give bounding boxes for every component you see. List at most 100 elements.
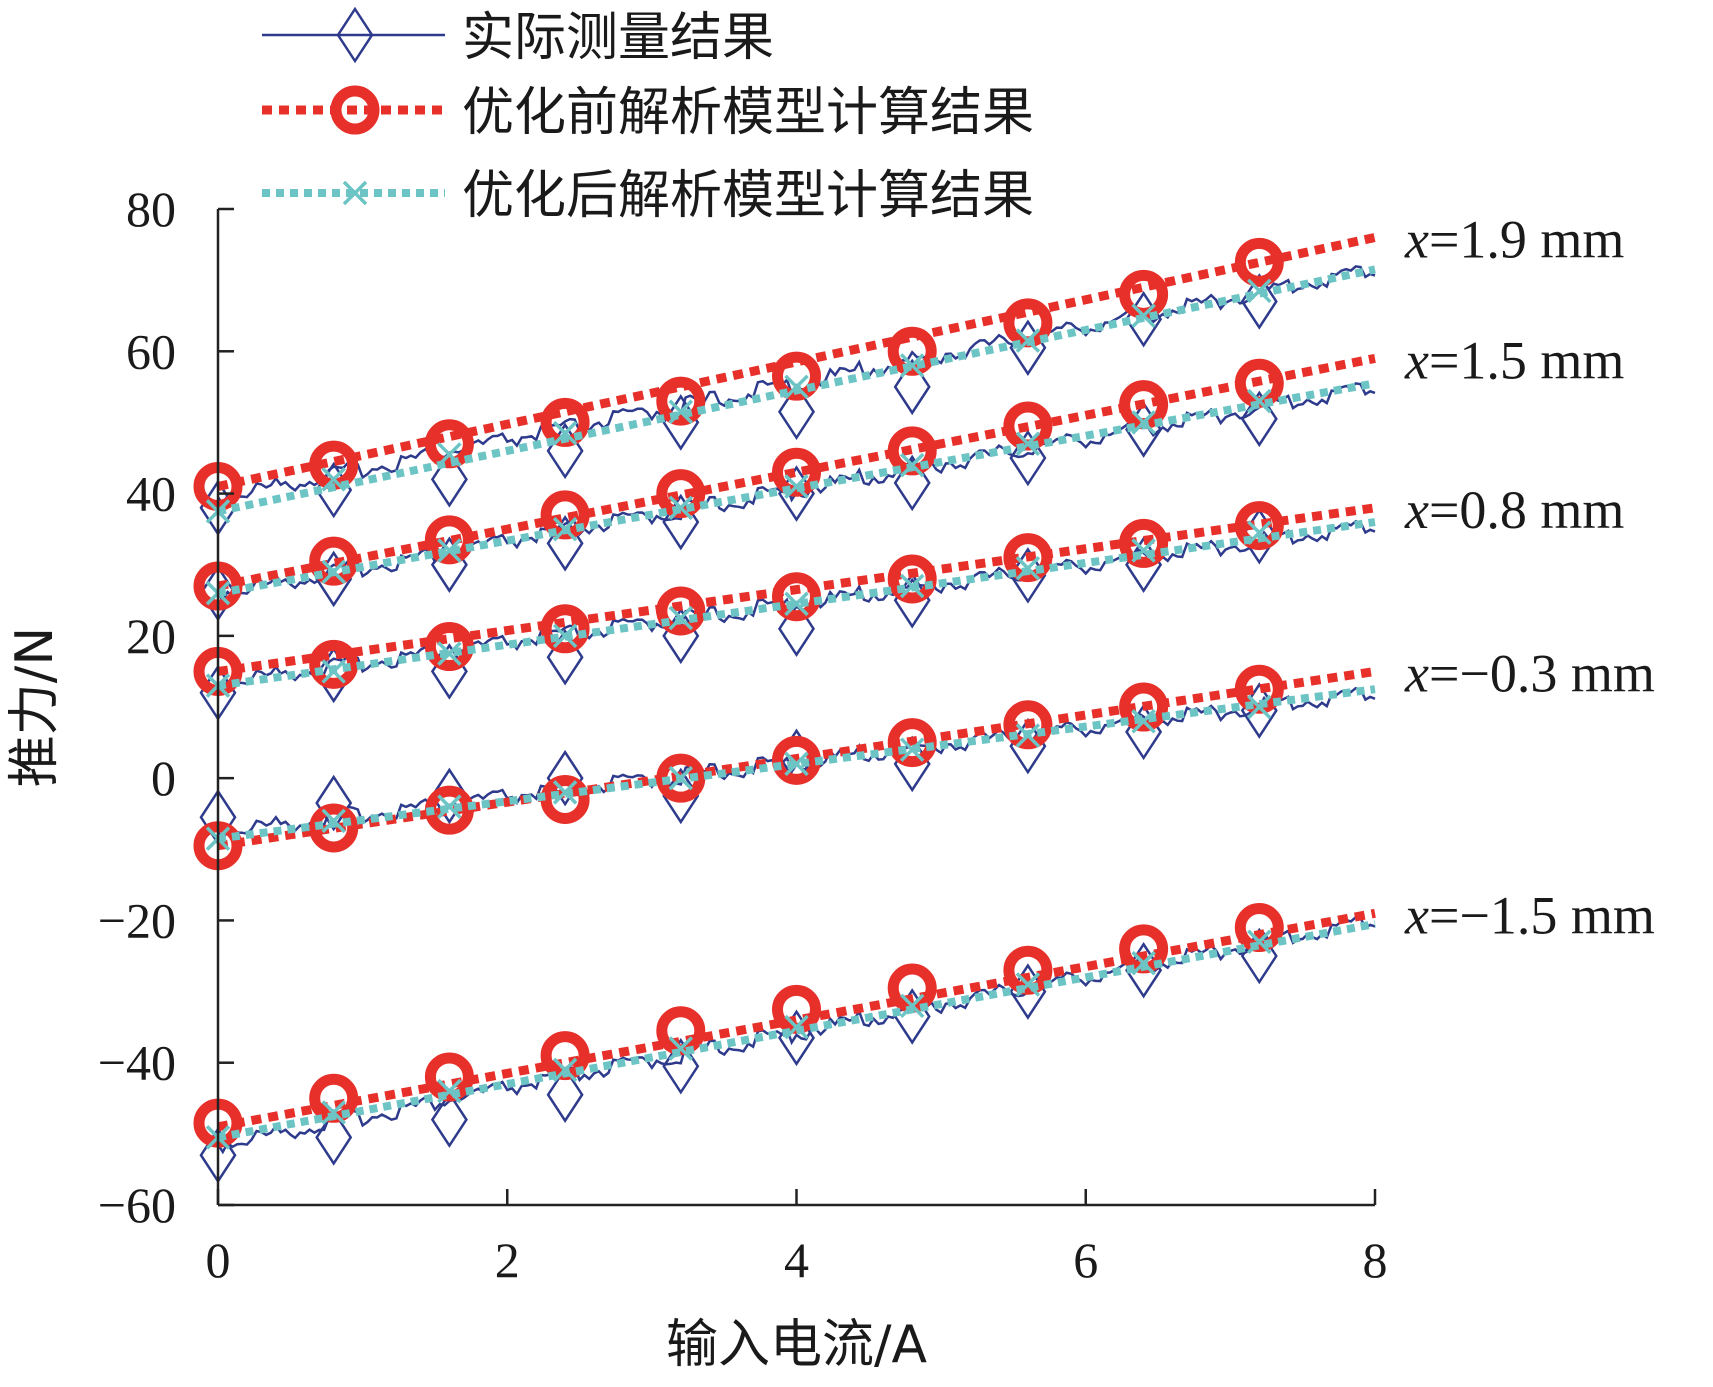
curve-labels: x=1.9 mmx=1.5 mmx=0.8 mmx=−0.3 mmx=−1.5 … bbox=[1404, 209, 1655, 945]
after-marker bbox=[784, 374, 809, 400]
measured-marker bbox=[430, 1091, 468, 1148]
tick-layer: −60 −40 −20 0 20 40 60 80 0 2 4 6 8 bbox=[98, 181, 1388, 1288]
after-marker bbox=[437, 794, 462, 819]
after-marker bbox=[668, 1036, 694, 1061]
after-marker bbox=[668, 605, 694, 631]
after-marker bbox=[437, 442, 462, 467]
y-axis-title: 推力/N bbox=[5, 627, 65, 787]
after-marker bbox=[899, 993, 925, 1019]
before-marker bbox=[656, 586, 706, 636]
after-marker bbox=[552, 420, 578, 446]
after-marker bbox=[1247, 388, 1272, 414]
measured-line bbox=[216, 915, 1376, 1155]
after-marker bbox=[321, 808, 346, 834]
after-marker bbox=[552, 780, 578, 805]
after-marker bbox=[784, 474, 809, 499]
after-marker bbox=[321, 559, 346, 585]
before-marker bbox=[656, 376, 706, 426]
measured-marker bbox=[315, 1109, 353, 1166]
after-marker bbox=[321, 659, 346, 684]
before-marker bbox=[1003, 700, 1053, 750]
x-axis-title: 输入电流/A bbox=[666, 1315, 928, 1375]
after-marker bbox=[1131, 538, 1156, 563]
after-marker bbox=[342, 180, 368, 206]
after-line bbox=[217, 518, 1376, 690]
after-marker bbox=[1247, 929, 1272, 955]
before-marker bbox=[540, 604, 590, 654]
after-marker bbox=[1015, 556, 1041, 581]
after-marker bbox=[1247, 520, 1272, 545]
after-marker bbox=[1015, 328, 1041, 353]
after-marker bbox=[321, 1100, 346, 1125]
after-marker bbox=[1015, 972, 1041, 997]
before-marker bbox=[330, 85, 380, 135]
before-marker bbox=[309, 639, 359, 689]
after-marker bbox=[437, 538, 462, 563]
measured-marker bbox=[336, 6, 374, 64]
measured-marker bbox=[546, 749, 584, 807]
curve-label-var: x bbox=[1404, 885, 1429, 945]
curve-group bbox=[193, 501, 1376, 722]
curve-label-var: x bbox=[1404, 480, 1429, 540]
measured-marker bbox=[778, 383, 815, 441]
after-marker bbox=[668, 495, 694, 521]
curve-label: x=0.8 mm bbox=[1404, 480, 1624, 540]
curve-label: x=−0.3 mm bbox=[1404, 643, 1655, 703]
y-tick-label: −20 bbox=[98, 892, 176, 948]
y-tick-label: 80 bbox=[126, 181, 176, 237]
y-tick-label: 20 bbox=[126, 608, 176, 664]
measured-marker bbox=[430, 767, 468, 825]
after-marker bbox=[1131, 410, 1156, 435]
measured-marker bbox=[315, 774, 353, 832]
after-marker bbox=[899, 353, 925, 378]
before-line bbox=[217, 503, 1376, 676]
y-tick-label: −60 bbox=[98, 1177, 176, 1233]
after-marker bbox=[552, 623, 578, 649]
measured-marker bbox=[1009, 429, 1047, 487]
legend-item-measured: 实际测量结果 bbox=[262, 6, 774, 68]
after-marker bbox=[899, 573, 925, 599]
after-marker bbox=[1015, 431, 1041, 457]
measured-marker bbox=[778, 600, 815, 658]
before-marker bbox=[424, 419, 474, 469]
before-line bbox=[217, 353, 1376, 591]
before-marker bbox=[424, 515, 474, 565]
curve-label-value: =0.8 mm bbox=[1429, 480, 1624, 540]
before-marker bbox=[1119, 518, 1169, 568]
measured-marker bbox=[430, 451, 468, 508]
legend-item-before: 优化前解析模型计算结果 bbox=[262, 83, 1034, 143]
curve-label-value: =−0.3 mm bbox=[1429, 643, 1655, 703]
before-line bbox=[217, 666, 1376, 851]
before-line bbox=[217, 233, 1376, 491]
before-marker bbox=[887, 554, 937, 604]
curve-label-var: x bbox=[1404, 330, 1429, 390]
after-marker bbox=[552, 1057, 578, 1083]
y-tick-label: 60 bbox=[126, 323, 176, 379]
before-marker bbox=[1234, 237, 1284, 287]
before-marker bbox=[656, 1006, 706, 1056]
after-marker bbox=[899, 452, 925, 478]
after-marker bbox=[552, 516, 578, 542]
legend-label: 优化后解析模型计算结果 bbox=[462, 166, 1034, 226]
curve-group bbox=[193, 664, 1376, 871]
before-marker bbox=[656, 753, 706, 803]
x-tick-label: 4 bbox=[784, 1232, 809, 1288]
legend-item-after: 优化后解析模型计算结果 bbox=[262, 166, 1034, 226]
after-marker bbox=[784, 591, 809, 617]
x-tick-label: 2 bbox=[495, 1232, 520, 1288]
before-marker bbox=[1003, 945, 1053, 995]
x-tick-label: 6 bbox=[1073, 1232, 1098, 1288]
after-marker bbox=[437, 1078, 462, 1104]
after-marker bbox=[1131, 303, 1156, 328]
curve-label-var: x bbox=[1404, 209, 1429, 269]
x-tick-label: 8 bbox=[1363, 1232, 1388, 1288]
after-marker bbox=[1247, 694, 1272, 720]
curve-group bbox=[193, 233, 1376, 537]
after-marker bbox=[1131, 708, 1156, 734]
curve-label: x=1.9 mm bbox=[1404, 209, 1624, 269]
y-tick-label: 40 bbox=[126, 466, 176, 522]
before-marker bbox=[772, 351, 821, 401]
before-marker bbox=[1234, 501, 1284, 551]
after-marker bbox=[668, 765, 694, 791]
